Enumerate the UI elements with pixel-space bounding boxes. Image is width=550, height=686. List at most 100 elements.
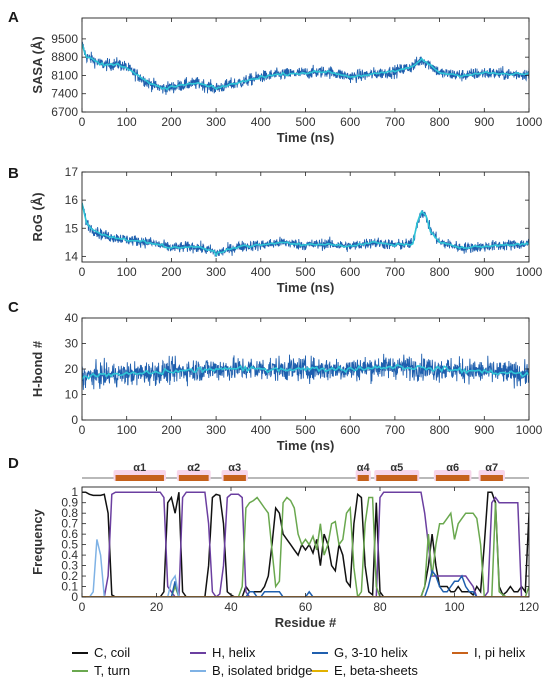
y-tick-label: 0.9	[61, 496, 78, 510]
panel-letter-b: B	[8, 165, 19, 182]
y-tick-label: 15	[65, 221, 79, 235]
x-tick-label: 600	[340, 423, 360, 437]
panel-letter-a: A	[8, 9, 19, 26]
x-tick-label: 0	[79, 600, 86, 614]
x-tick-label: 200	[161, 423, 181, 437]
x-tick-label: 100	[444, 600, 464, 614]
x-tick-label: 0	[79, 115, 86, 129]
x-tick-label: 200	[161, 265, 181, 279]
x-tick-label: 200	[161, 115, 181, 129]
x-tick-label: 1000	[516, 423, 543, 437]
helix-label-5: α5	[390, 462, 403, 474]
y-tick-label: 17	[65, 165, 79, 179]
y-tick-label: 0.3	[61, 559, 78, 573]
y-tick-label: 9500	[51, 32, 78, 46]
x-axis-label: Time (ns)	[277, 438, 335, 453]
legend-label: T, turn	[94, 663, 130, 678]
x-tick-label: 300	[206, 115, 226, 129]
x-tick-label: 100	[117, 265, 137, 279]
x-tick-label: 700	[385, 423, 405, 437]
helix-label-3: α3	[228, 462, 241, 474]
x-tick-label: 500	[295, 115, 315, 129]
y-tick-label: 40	[65, 311, 79, 325]
y-tick-label: 20	[65, 362, 79, 376]
series-line-h-helix	[82, 491, 523, 597]
x-tick-label: 800	[430, 423, 450, 437]
legend-label: C, coil	[94, 645, 130, 660]
x-tick-label: 900	[474, 423, 494, 437]
x-tick-label: 500	[295, 423, 315, 437]
helix-bar-4	[357, 475, 369, 481]
x-tick-label: 100	[117, 115, 137, 129]
x-axis-label: Time (ns)	[277, 280, 335, 295]
x-tick-label: 20	[150, 600, 164, 614]
x-tick-label: 1000	[516, 265, 543, 279]
helix-bar-1	[115, 475, 164, 481]
helix-label-2: α2	[187, 462, 200, 474]
helix-bar-2	[178, 475, 209, 481]
x-axis-label: Time (ns)	[277, 130, 335, 145]
x-tick-label: 900	[474, 115, 494, 129]
y-tick-label: 0.4	[61, 548, 78, 562]
x-tick-label: 800	[430, 265, 450, 279]
y-tick-label: 0	[71, 413, 78, 427]
series-raw-line	[82, 41, 529, 95]
series-line-t-turn	[82, 496, 529, 597]
x-tick-label: 500	[295, 265, 315, 279]
x-tick-label: 60	[299, 600, 313, 614]
helix-bar-3	[223, 475, 246, 481]
x-tick-label: 600	[340, 115, 360, 129]
x-tick-label: 0	[79, 265, 86, 279]
helix-bar-7	[480, 475, 503, 481]
y-tick-label: 16	[65, 193, 79, 207]
helix-label-4: α4	[357, 462, 371, 474]
plot-area	[82, 491, 529, 597]
legend: C, coil H, helix G, 3-10 helix I, pi helix T…	[72, 645, 526, 678]
helix-annotation: α1 α2 α3 α4 α5 α6 α7	[82, 462, 529, 481]
y-tick-label: 10	[65, 388, 79, 402]
y-tick-label: 0.1	[61, 580, 78, 594]
x-tick-label: 700	[385, 265, 405, 279]
x-tick-label: 400	[251, 265, 271, 279]
series-smoothed-line	[82, 202, 529, 257]
panel-b: B 0 100 200 300 400 500 600 700 800 900 1000 14 15 16 1…	[8, 165, 543, 295]
series-line-g-3-10-helix	[82, 569, 526, 597]
helix-label-6: α6	[446, 462, 459, 474]
x-tick-label: 80	[373, 600, 387, 614]
x-tick-label: 800	[430, 115, 450, 129]
legend-label: B, isolated bridge	[212, 663, 312, 678]
y-tick-label: 7400	[51, 87, 78, 101]
legend-label: G, 3-10 helix	[334, 645, 408, 660]
y-tick-label: 8800	[51, 50, 78, 64]
y-axis-label: RoG (Å)	[30, 192, 45, 241]
y-axis-label: H-bond #	[30, 340, 45, 397]
panel-letter-d: D	[8, 455, 19, 472]
x-tick-label: 600	[340, 265, 360, 279]
plot-area	[82, 202, 529, 258]
y-tick-label: 0.5	[61, 538, 78, 552]
legend-label: H, helix	[212, 645, 256, 660]
series-raw-line	[82, 202, 529, 258]
plot-area	[82, 353, 529, 390]
series-smoothed-line	[82, 363, 529, 380]
y-axis-label: Frequency	[30, 508, 45, 575]
helix-bar-5	[376, 475, 418, 481]
legend-label: I, pi helix	[474, 645, 526, 660]
x-axis-label: Residue #	[275, 615, 337, 630]
x-tick-label: 300	[206, 265, 226, 279]
axes-frame	[81, 486, 530, 598]
y-tick-label: 6700	[51, 105, 78, 119]
x-tick-label: 700	[385, 115, 405, 129]
plot-area	[82, 41, 529, 95]
y-tick-label: 30	[65, 337, 79, 351]
y-tick-label: 0.6	[61, 527, 78, 541]
x-tick-label: 120	[519, 600, 539, 614]
y-tick-label: 0.8	[61, 506, 78, 520]
y-tick-label: 8100	[51, 68, 78, 82]
y-tick-label: 0	[71, 590, 78, 604]
y-tick-label: 1	[71, 485, 78, 499]
x-tick-label: 400	[251, 115, 271, 129]
series-line-c-coil	[82, 491, 529, 597]
